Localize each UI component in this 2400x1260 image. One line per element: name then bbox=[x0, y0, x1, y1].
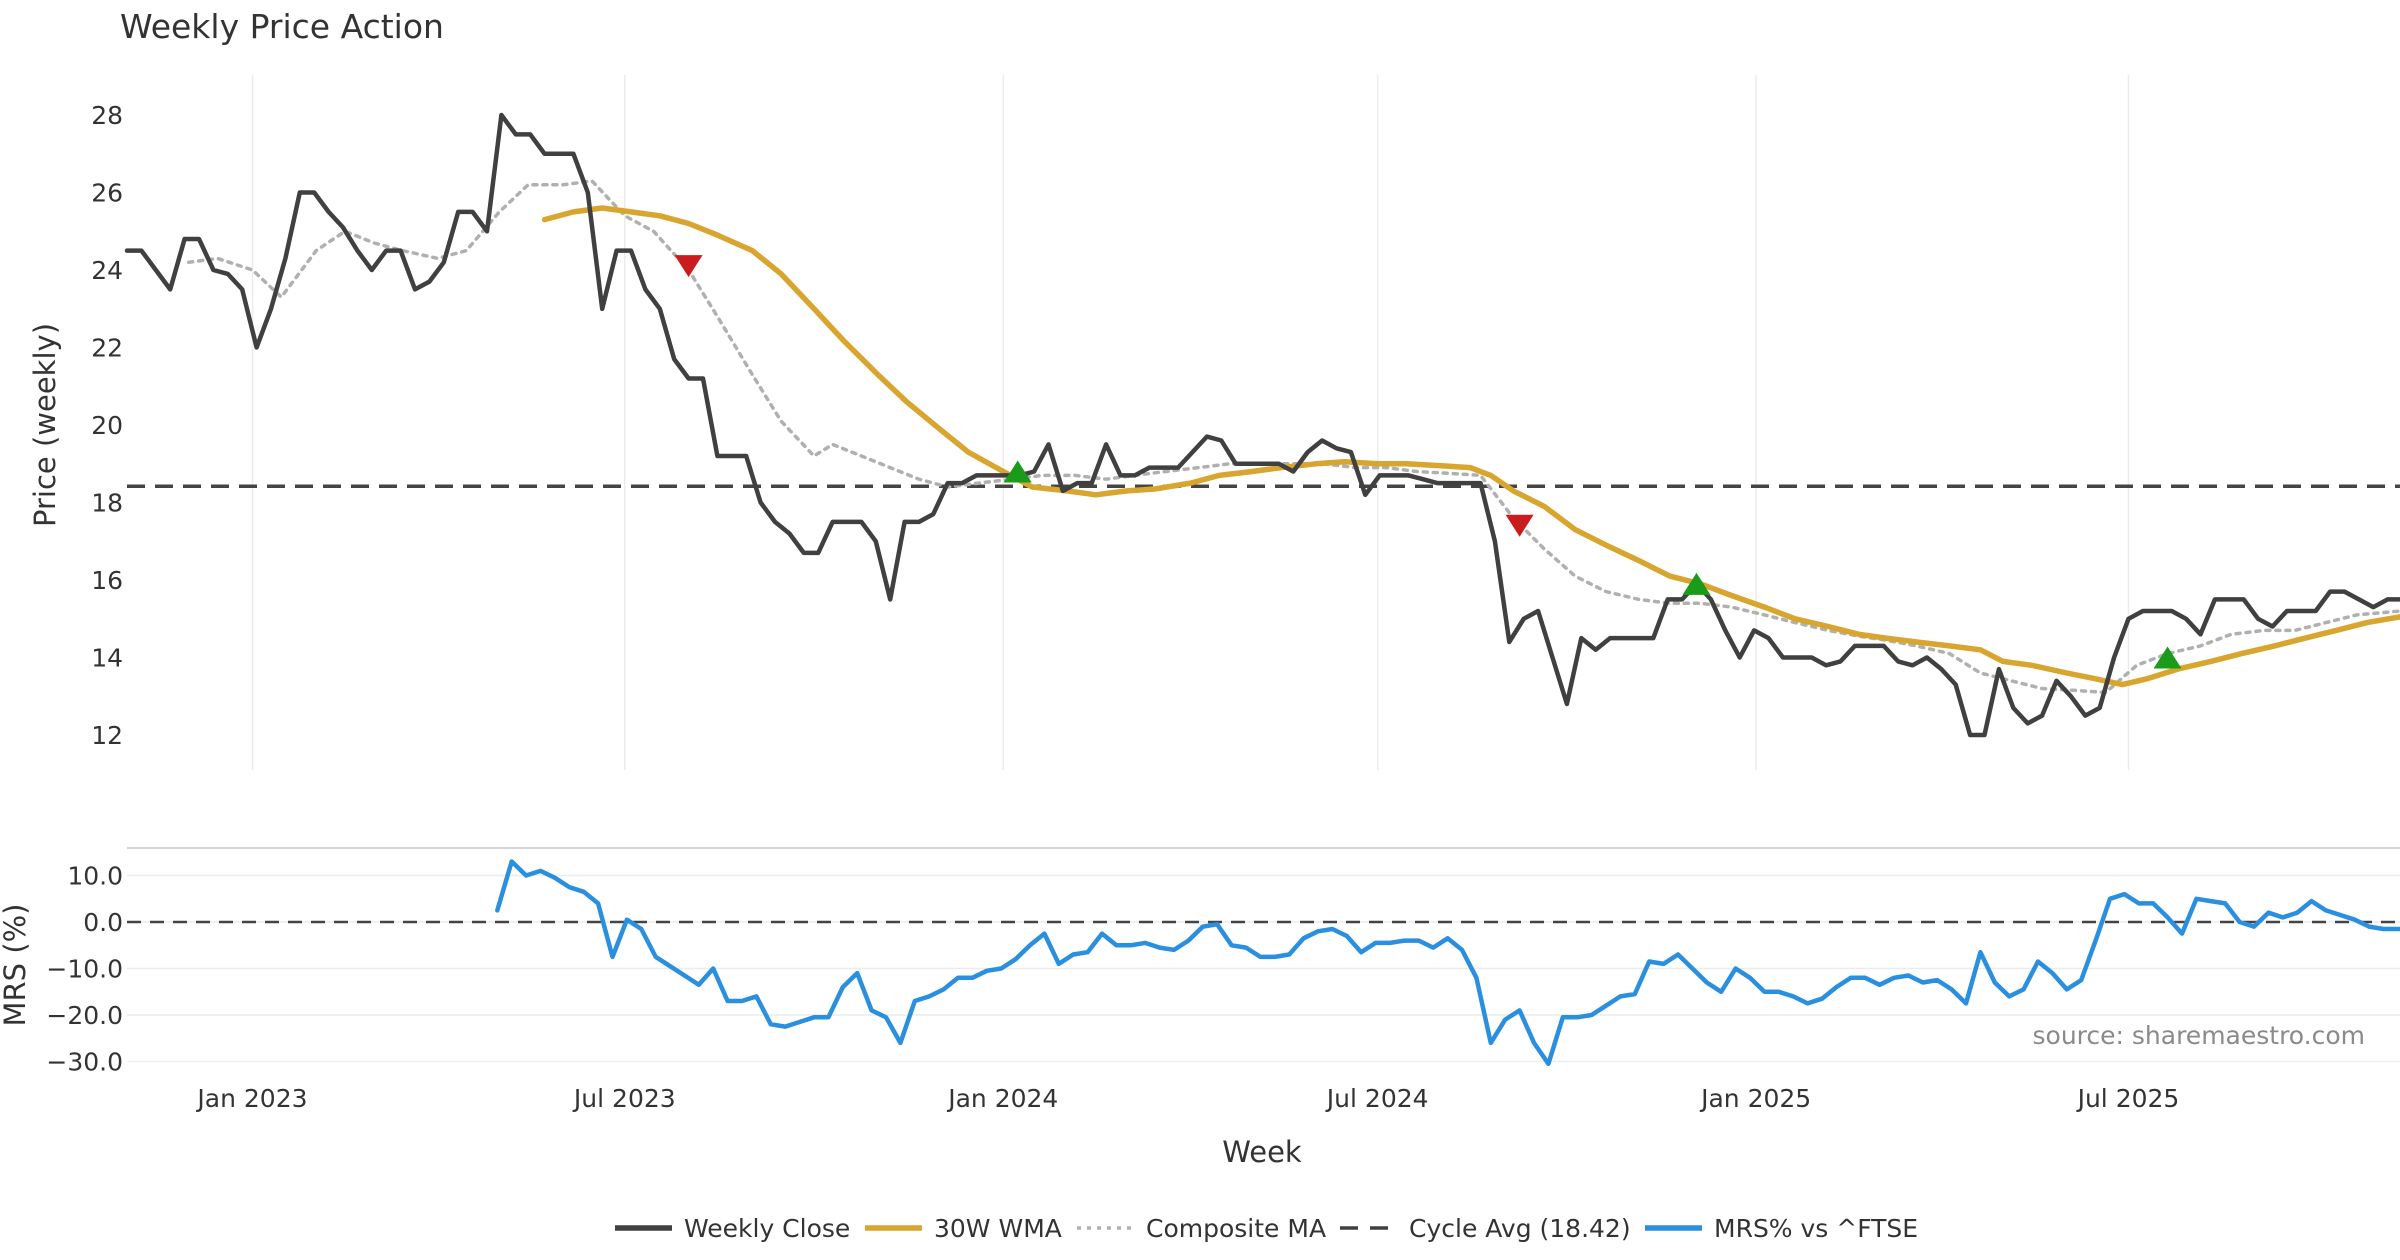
mrs-y-axis-label: MRS (%) bbox=[0, 904, 32, 1027]
x-tick-label: Jul 2024 bbox=[1325, 1084, 1429, 1113]
buy-signal-marker bbox=[1003, 460, 1032, 483]
price-y-tick-label: 18 bbox=[91, 489, 123, 518]
legend-item: 30W WMA bbox=[865, 1214, 1062, 1243]
buy-signal-marker bbox=[1682, 572, 1711, 595]
price-y-tick-label: 26 bbox=[91, 179, 123, 208]
x-tick-label: Jul 2025 bbox=[2076, 1084, 2180, 1113]
legend-label: Weekly Close bbox=[684, 1214, 850, 1243]
series-weekly-close bbox=[124, 112, 2400, 738]
sell-signal-marker bbox=[674, 255, 703, 278]
legend-label: MRS% vs ^FTSE bbox=[1714, 1214, 1918, 1243]
price-y-tick-label: 14 bbox=[91, 644, 123, 673]
legend-item: Weekly Close bbox=[615, 1214, 850, 1243]
legend-item: MRS% vs ^FTSE bbox=[1645, 1214, 1918, 1243]
mrs-y-tick-label: −20.0 bbox=[46, 1001, 123, 1030]
price-panel-grid bbox=[251, 75, 2130, 770]
buy-signal-marker bbox=[2153, 646, 2182, 669]
series-mrs-vs-ftse bbox=[495, 859, 2400, 1067]
legend-item: Composite MA bbox=[1077, 1214, 1326, 1243]
legend-item: Cycle Avg (18.42) bbox=[1340, 1214, 1631, 1243]
x-tick-label: Jan 2025 bbox=[1699, 1084, 1811, 1113]
price-y-tick-label: 28 bbox=[91, 101, 123, 130]
mrs-y-tick-label: 10.0 bbox=[67, 862, 123, 891]
price-y-tick-label: 20 bbox=[91, 411, 123, 440]
price-y-tick-label: 12 bbox=[91, 721, 123, 750]
price-y-tick-label: 24 bbox=[91, 256, 123, 285]
sell-signal-marker bbox=[1505, 514, 1534, 537]
mrs-y-tick-label: −30.0 bbox=[46, 1048, 123, 1077]
mrs-y-tick-label: −10.0 bbox=[46, 955, 123, 984]
legend-label: 30W WMA bbox=[934, 1214, 1062, 1243]
mrs-y-tick-label: 0.0 bbox=[83, 908, 123, 937]
legend-label: Cycle Avg (18.42) bbox=[1409, 1214, 1631, 1243]
price-y-axis-label: Price (weekly) bbox=[28, 323, 62, 527]
x-tick-label: Jul 2023 bbox=[572, 1084, 676, 1113]
legend-label: Composite MA bbox=[1146, 1214, 1326, 1243]
series-30w-wma bbox=[541, 205, 2400, 688]
x-axis: Jan 2023 Jul 2023 Jan 2024 Jul 2024 Jan 2025… bbox=[195, 1084, 2179, 1113]
x-tick-label: Jan 2023 bbox=[195, 1084, 307, 1113]
mrs-y-axis: 10.0 0.0 −10.0 −20.0 −30.0 bbox=[46, 862, 123, 1077]
chart-title: Weekly Price Action bbox=[120, 7, 444, 46]
price-y-axis: 12 14 16 18 20 22 24 26 28 bbox=[91, 101, 123, 750]
x-tick-label: Jan 2024 bbox=[946, 1084, 1058, 1113]
source-annotation: source: sharemaestro.com bbox=[2033, 1021, 2366, 1050]
price-series-group bbox=[124, 112, 2400, 738]
signal-markers bbox=[674, 255, 2182, 669]
x-axis-label: Week bbox=[1222, 1135, 1302, 1169]
legend: Weekly Close 30W WMA Composite MA Cycle Avg… bbox=[615, 1214, 1918, 1243]
mrs-series-group bbox=[495, 859, 2400, 1067]
price-y-tick-label: 16 bbox=[91, 566, 123, 595]
price-y-tick-label: 22 bbox=[91, 334, 123, 363]
